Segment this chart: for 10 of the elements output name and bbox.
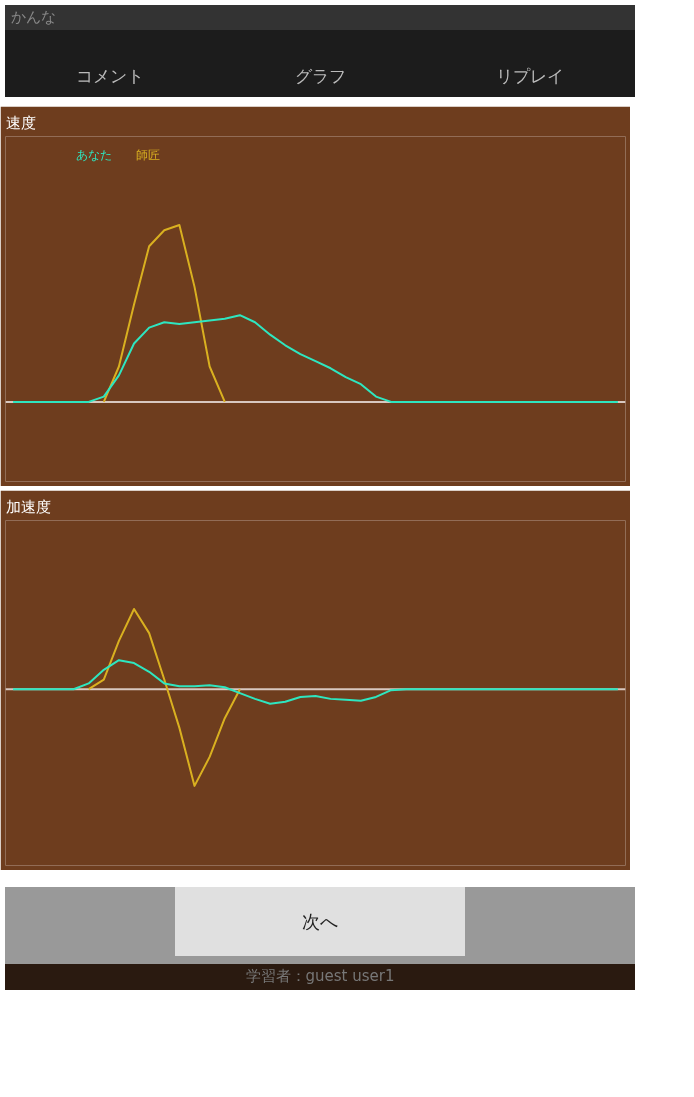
- text: あなた: [75, 147, 112, 162]
- text: リプレイ: [425, 30, 635, 97]
- text: コメント: [5, 30, 215, 97]
- chart-title: 加速度: [5, 497, 51, 516]
- chart-title: 速度: [5, 113, 36, 132]
- text: 師匠: [135, 147, 160, 162]
- text: グラフ: [215, 30, 425, 97]
- text: かんな: [5, 5, 635, 31]
- text: 学習者：guest user1: [5, 964, 635, 990]
- text: 次へ: [175, 886, 465, 957]
